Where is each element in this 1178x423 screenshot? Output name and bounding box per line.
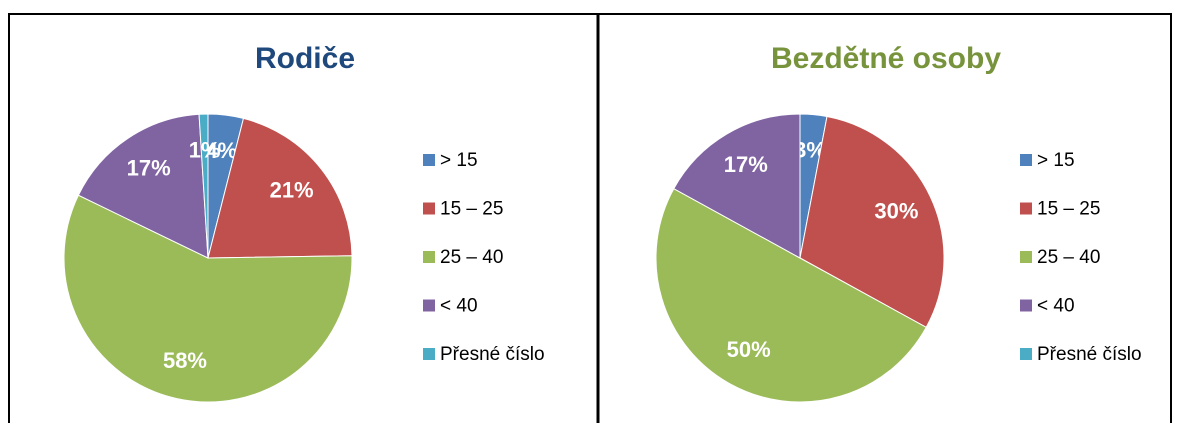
legend-swatch: [423, 299, 435, 312]
legend-swatch: [1020, 154, 1032, 166]
legend-label: Přesné číslo: [1037, 344, 1142, 365]
data-label: 17%: [724, 152, 768, 177]
legend-label: 15 – 25: [440, 199, 503, 220]
data-label: 30%: [874, 198, 918, 223]
legend-swatch: [423, 251, 435, 263]
legend-label: 15 – 25: [1037, 199, 1100, 220]
pie-slice: [63, 194, 353, 403]
data-label: 50%: [727, 337, 771, 362]
legend-swatch: [1020, 348, 1032, 360]
pie-slice: [655, 187, 927, 403]
pie-slice: [799, 115, 945, 329]
legend-label: 25 – 40: [440, 247, 503, 268]
legend-label: > 15: [1037, 150, 1075, 171]
legend-swatch: [423, 202, 435, 215]
pie-slice: [198, 113, 209, 259]
legend-swatch: [1020, 251, 1032, 263]
legend-label: Přesné číslo: [440, 344, 545, 365]
data-label: 21%: [270, 178, 314, 203]
data-label: 58%: [163, 348, 207, 373]
legend-label: > 15: [440, 150, 478, 171]
pie-slice: [77, 113, 209, 259]
data-label: 17%: [127, 155, 171, 180]
legend-swatch: [423, 348, 435, 360]
data-label: 1%: [189, 137, 221, 162]
legend-swatch: [1020, 299, 1032, 312]
data-label: 4%: [205, 138, 237, 163]
chart-title: Bezdětné osoby: [771, 42, 1001, 75]
legend-label: < 40: [440, 296, 478, 317]
legend-label: 25 – 40: [1037, 247, 1100, 268]
chart-title: Rodiče: [255, 42, 355, 75]
pie-slice: [207, 117, 353, 259]
legend-swatch: [1020, 202, 1032, 215]
legend-swatch: [423, 154, 435, 166]
pie-slice: [673, 113, 801, 259]
legend-label: < 40: [1037, 296, 1075, 317]
